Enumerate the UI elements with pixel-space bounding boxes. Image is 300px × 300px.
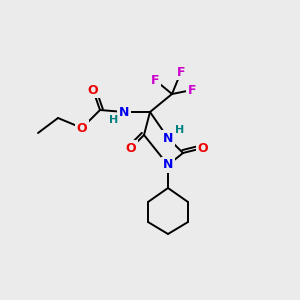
Text: N: N: [163, 158, 173, 172]
Text: H: H: [176, 125, 184, 135]
Text: F: F: [151, 74, 159, 86]
Text: N: N: [119, 106, 129, 118]
Text: O: O: [198, 142, 208, 154]
Text: O: O: [88, 83, 98, 97]
Text: O: O: [126, 142, 136, 154]
Text: H: H: [110, 115, 118, 125]
Text: N: N: [163, 131, 173, 145]
Text: O: O: [77, 122, 87, 134]
Text: F: F: [188, 83, 196, 97]
Text: F: F: [177, 65, 185, 79]
